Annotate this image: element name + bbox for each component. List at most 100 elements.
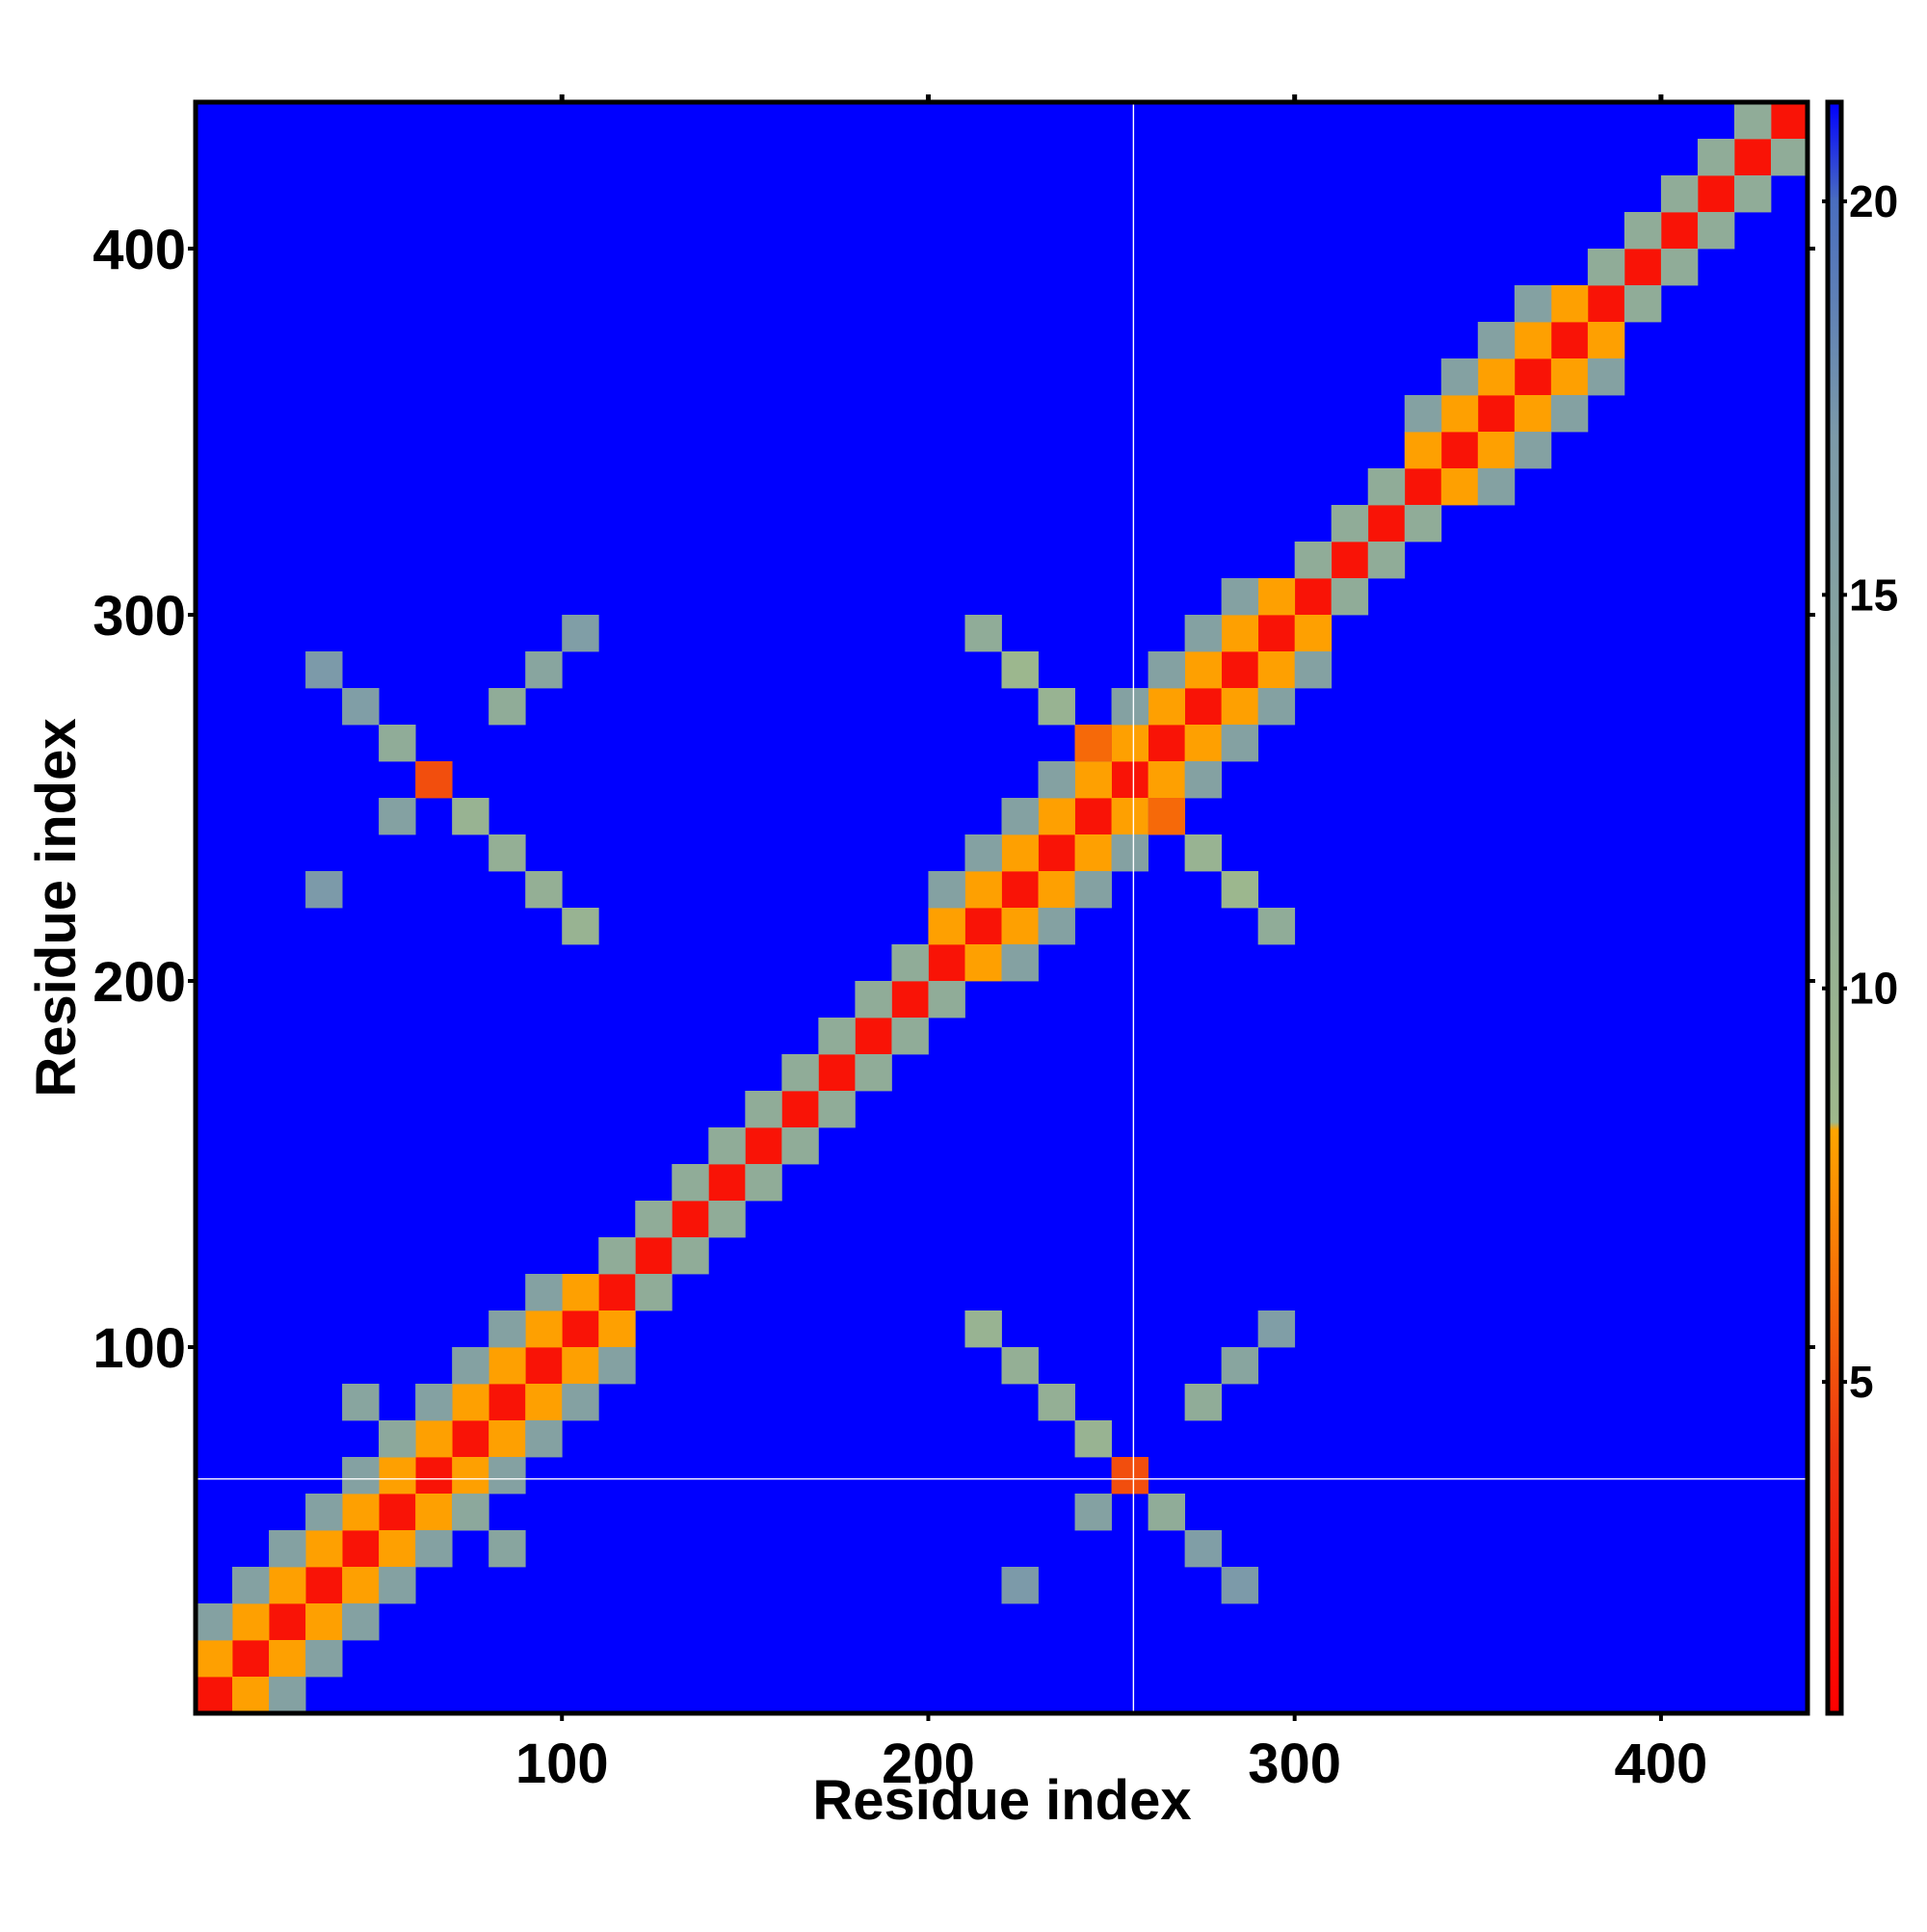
heatmap-cell [232, 1677, 270, 1714]
heatmap-cell [305, 1567, 343, 1604]
heatmap-cell [1587, 322, 1625, 359]
heatmap-cell [1257, 1310, 1296, 1348]
heatmap-cell [1148, 688, 1186, 726]
heatmap-cell [488, 688, 526, 726]
heatmap-cell [1148, 761, 1186, 799]
heatmap-cell [1514, 322, 1552, 359]
heatmap-cell [928, 908, 965, 945]
heatmap-cell [1038, 908, 1075, 945]
heatmap-cell [1660, 175, 1699, 213]
heatmap-cell [452, 1347, 489, 1385]
heatmap-cell [1001, 1347, 1039, 1385]
heatmap-cell [598, 1237, 636, 1275]
heatmap-cell [562, 615, 599, 652]
heatmap-cell [1184, 761, 1223, 799]
heatmap-cell [1038, 1384, 1075, 1421]
heatmap-cell [1221, 725, 1259, 762]
heatmap-cell [1038, 798, 1075, 835]
heatmap-cell [818, 1054, 856, 1092]
heatmap-cell [488, 1457, 526, 1495]
heatmap-cell [1001, 798, 1039, 835]
plot-frame [193, 99, 1810, 1716]
heatmap-cell [1221, 615, 1259, 652]
heatmap-cell [1038, 761, 1075, 799]
heatmap-cell [305, 1640, 343, 1678]
heatmap-cell [305, 651, 343, 689]
heatmap-cell [1697, 212, 1735, 250]
heatmap-cell [1001, 834, 1039, 872]
heatmap-cell [781, 1091, 819, 1128]
heatmap-cell [1550, 395, 1589, 433]
heatmap-cell [1294, 651, 1333, 689]
heatmap-cell [635, 1237, 673, 1275]
heatmap-cell [818, 1091, 856, 1128]
heatmap-cell [635, 1274, 673, 1311]
heatmap-cell [1221, 688, 1259, 726]
heatmap-cell [1111, 725, 1148, 762]
heatmap-cell [1184, 1384, 1223, 1421]
heatmap-cell [1404, 505, 1442, 543]
heatmap-cell [598, 1310, 636, 1348]
heatmap-cells [196, 102, 1808, 1714]
colorbar-tick-label: 20 [1849, 176, 1898, 226]
heatmap-cell [562, 1310, 599, 1348]
heatmap-cell [269, 1677, 306, 1714]
heatmap-cell [708, 1201, 746, 1238]
heatmap-cell [488, 834, 526, 872]
heatmap-cell [415, 1420, 453, 1458]
heatmap-cell [1221, 1567, 1259, 1604]
heatmap-cell [781, 1054, 819, 1092]
heatmap-cell [1477, 322, 1516, 359]
heatmap-cell [379, 1420, 416, 1458]
heatmap-cell [1331, 505, 1369, 543]
heatmap-cell [1697, 175, 1735, 213]
heatmap-cell [1367, 505, 1406, 543]
heatmap-cell [1514, 432, 1552, 469]
heatmap-cell [1623, 249, 1662, 286]
heatmap-cell [1038, 871, 1075, 909]
heatmap-cell [672, 1201, 709, 1238]
heatmap-cell [1514, 395, 1552, 433]
heatmap-cell [196, 1640, 233, 1678]
heatmap-cell [635, 1201, 673, 1238]
heatmap-cell [891, 944, 929, 982]
heatmap-cell [1148, 725, 1186, 762]
heatmap-cell [598, 1274, 636, 1311]
heatmap-cell [598, 1347, 636, 1385]
heatmap-cell [379, 1457, 416, 1495]
heatmap-cell [342, 1603, 380, 1641]
heatmap-cell [305, 871, 343, 909]
y-tick-label: 200 [92, 951, 186, 1014]
heatmap-cell [342, 1384, 380, 1421]
y-axis-title: Residue index [25, 718, 88, 1097]
heatmap-cell [1148, 798, 1186, 835]
heatmap-cell [1074, 834, 1112, 872]
heatmap-cell [1221, 871, 1259, 909]
heatmap-cell [855, 1018, 892, 1055]
heatmap-cell [1440, 468, 1479, 506]
heatmap-cell [672, 1164, 709, 1202]
heatmap-cell [525, 1420, 563, 1458]
heatmap-cell [379, 1530, 416, 1568]
heatmap-cell [1623, 212, 1662, 250]
heatmap-cell [525, 871, 563, 909]
heatmap-cell [562, 1347, 599, 1385]
heatmap-cell [928, 871, 965, 909]
heatmap-cell [488, 1310, 526, 1348]
heatmap-cell [1038, 688, 1075, 726]
heatmap-cell [964, 834, 1002, 872]
heatmap-cell [928, 944, 965, 982]
heatmap-cell [1184, 725, 1223, 762]
heatmap-cell [1550, 285, 1589, 323]
heatmap-cell [488, 1420, 526, 1458]
heatmap-cell [1660, 249, 1699, 286]
heatmap-cell [415, 1384, 453, 1421]
heatmap-cell [708, 1127, 746, 1165]
heatmap-cell [708, 1164, 746, 1202]
heatmap-cell [1257, 651, 1296, 689]
heatmap-cell [562, 1384, 599, 1421]
heatmap-cell [928, 981, 965, 1019]
heatmap-cell [781, 1127, 819, 1165]
heatmap-cell [1257, 908, 1296, 945]
